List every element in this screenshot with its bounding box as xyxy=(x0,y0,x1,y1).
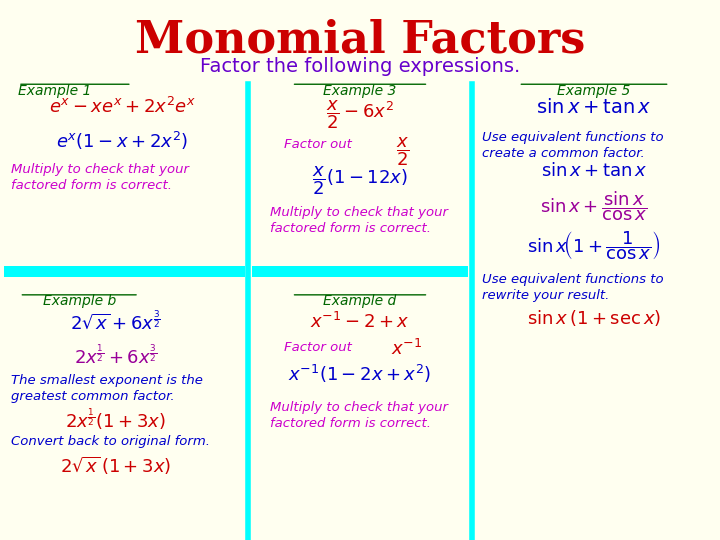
Text: $2\sqrt{x}\,(1 + 3x)$: $2\sqrt{x}\,(1 + 3x)$ xyxy=(60,455,171,477)
Text: factored form is correct.: factored form is correct. xyxy=(270,417,431,430)
Text: Use equivalent functions to: Use equivalent functions to xyxy=(482,273,664,286)
Text: $\sin x\!\left(1 + \dfrac{1}{\cos x}\right)$: $\sin x\!\left(1 + \dfrac{1}{\cos x}\rig… xyxy=(527,230,661,262)
Text: $x^{-1} - 2 + x$: $x^{-1} - 2 + x$ xyxy=(310,312,410,332)
Text: Monomial Factors: Monomial Factors xyxy=(135,19,585,62)
Text: $\dfrac{x}{2} - 6x^2$: $\dfrac{x}{2} - 6x^2$ xyxy=(326,98,394,131)
Text: $\dfrac{x}{2}$: $\dfrac{x}{2}$ xyxy=(396,135,410,167)
Text: $e^x - xe^x + 2x^2e^x$: $e^x - xe^x + 2x^2e^x$ xyxy=(49,97,196,117)
Text: Factor out: Factor out xyxy=(284,138,352,151)
Text: $x^{-1}(1 - 2x + x^2)$: $x^{-1}(1 - 2x + x^2)$ xyxy=(289,363,431,385)
Text: Example 1: Example 1 xyxy=(18,84,91,98)
Text: $e^x(1 - x + 2x^2)$: $e^x(1 - x + 2x^2)$ xyxy=(56,130,189,152)
Text: Multiply to check that your: Multiply to check that your xyxy=(270,401,448,414)
Text: Factor the following expressions.: Factor the following expressions. xyxy=(200,57,520,76)
Text: Example d: Example d xyxy=(323,294,397,308)
Text: Multiply to check that your: Multiply to check that your xyxy=(11,163,189,176)
Text: Convert back to original form.: Convert back to original form. xyxy=(11,435,210,448)
Text: The smallest exponent is the: The smallest exponent is the xyxy=(11,374,202,387)
Text: $x^{-1}$: $x^{-1}$ xyxy=(391,339,423,359)
Text: $\dfrac{x}{2}(1 - 12x)$: $\dfrac{x}{2}(1 - 12x)$ xyxy=(312,165,408,197)
Text: $\sin x + \tan x$: $\sin x + \tan x$ xyxy=(541,162,647,180)
Text: factored form is correct.: factored form is correct. xyxy=(270,222,431,235)
Bar xyxy=(4,266,245,277)
Text: create a common factor.: create a common factor. xyxy=(482,147,645,160)
Text: $\sin x\,(1 + \sec x)$: $\sin x\,(1 + \sec x)$ xyxy=(527,308,661,328)
Text: Factor out: Factor out xyxy=(284,341,352,354)
Text: Multiply to check that your: Multiply to check that your xyxy=(270,206,448,219)
Text: Example 5: Example 5 xyxy=(557,84,631,98)
Text: greatest common factor.: greatest common factor. xyxy=(11,390,174,403)
Text: $\sin x + \tan x$: $\sin x + \tan x$ xyxy=(536,98,652,117)
Text: factored form is correct.: factored form is correct. xyxy=(11,179,172,192)
Text: $2\sqrt{x} + 6x^{\frac{3}{2}}$: $2\sqrt{x} + 6x^{\frac{3}{2}}$ xyxy=(70,310,161,334)
Text: $2x^{\frac{1}{2}} + 6x^{\frac{3}{2}}$: $2x^{\frac{1}{2}} + 6x^{\frac{3}{2}}$ xyxy=(73,343,157,367)
Bar xyxy=(252,266,468,277)
Text: Use equivalent functions to: Use equivalent functions to xyxy=(482,131,664,144)
Text: $\sin x + \dfrac{\sin x}{\cos x}$: $\sin x + \dfrac{\sin x}{\cos x}$ xyxy=(540,189,648,222)
Text: $2x^{\frac{1}{2}}(1 + 3x)$: $2x^{\frac{1}{2}}(1 + 3x)$ xyxy=(65,406,166,432)
Text: Example 3: Example 3 xyxy=(323,84,397,98)
Text: Example b: Example b xyxy=(42,294,116,308)
Text: rewrite your result.: rewrite your result. xyxy=(482,289,610,302)
